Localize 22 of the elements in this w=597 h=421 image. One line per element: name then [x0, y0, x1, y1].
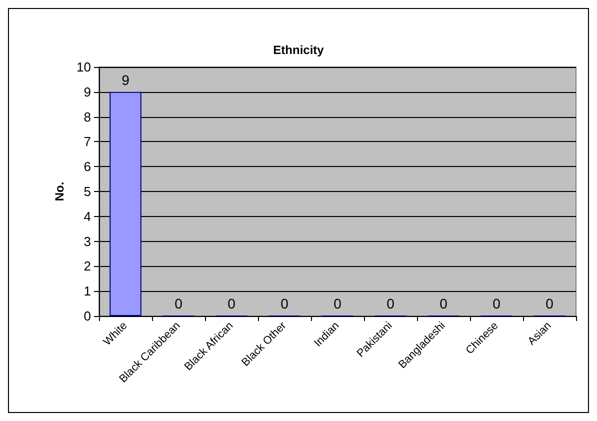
y-tick-label: 6 [84, 159, 91, 174]
y-tick-label: 5 [84, 184, 91, 199]
data-label: 0 [280, 296, 289, 312]
data-label: 0 [492, 296, 501, 312]
data-label: 0 [334, 296, 342, 312]
y-tick-label: 2 [84, 258, 91, 274]
data-label: 0 [440, 296, 448, 312]
y-tick-label: 7 [84, 134, 91, 150]
y-tick-label: 10 [76, 60, 91, 74]
data-label: 9 [122, 72, 130, 88]
chart-title: Ethnicity [273, 43, 324, 57]
y-tick-label: 3 [84, 234, 91, 249]
data-label: 0 [228, 296, 236, 312]
y-tick-label: 1 [84, 284, 91, 299]
y-tick-label: 8 [84, 109, 91, 124]
y-axis-title: No. [52, 182, 67, 202]
y-tick-label: 4 [84, 208, 91, 224]
data-label: 0 [174, 296, 183, 312]
data-label: 0 [546, 296, 554, 312]
y-tick-label: 0 [84, 308, 91, 324]
data-label: 0 [386, 296, 395, 312]
y-tick-label: 9 [84, 84, 91, 100]
